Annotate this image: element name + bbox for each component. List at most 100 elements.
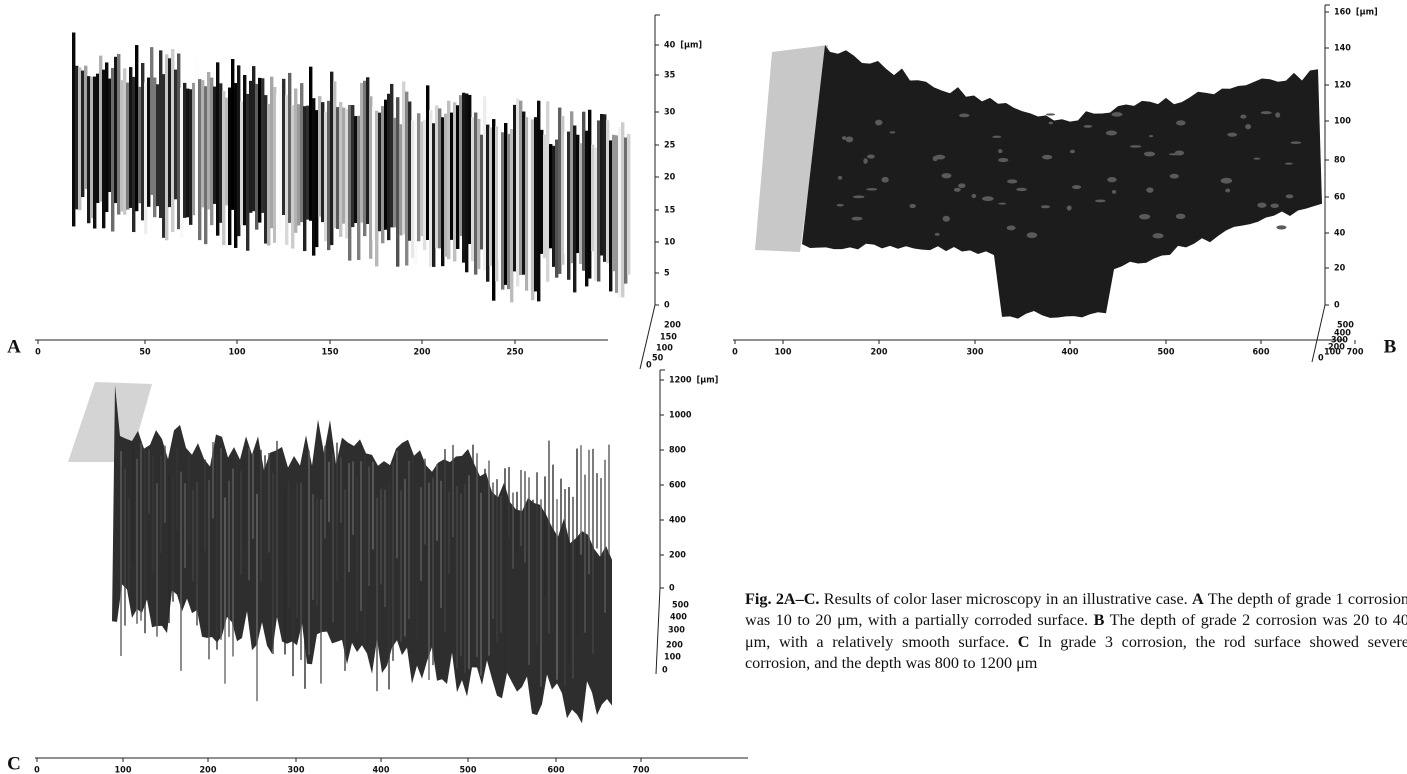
surface-strip bbox=[273, 86, 277, 243]
surface-strip bbox=[132, 443, 134, 563]
surface-strip bbox=[243, 74, 247, 226]
surface-speck bbox=[1270, 203, 1279, 209]
surface-strip bbox=[258, 77, 262, 223]
surface-speck bbox=[1174, 150, 1185, 156]
surface-strip bbox=[537, 100, 541, 302]
surface-strip bbox=[364, 456, 366, 644]
caption-text: The depth of grade 2 corrosion was 20 to… bbox=[745, 611, 1407, 651]
surface-strip bbox=[144, 82, 148, 235]
surface-strip bbox=[75, 65, 79, 210]
surface-strip bbox=[204, 86, 208, 245]
x-tick-label: 700 bbox=[1347, 348, 1364, 358]
x-tick-label: 150 bbox=[322, 348, 339, 358]
z-tick-label: 40 bbox=[664, 41, 676, 51]
surface-strip bbox=[244, 457, 246, 546]
surface-strip bbox=[366, 77, 370, 225]
depth-axis bbox=[655, 587, 661, 675]
surface-speck bbox=[1107, 176, 1117, 183]
surface-speck bbox=[1143, 151, 1156, 157]
caption-letter: C bbox=[1017, 632, 1030, 651]
surface-strip bbox=[140, 443, 142, 621]
z-tick-label: 10 bbox=[664, 238, 676, 248]
surface-strip bbox=[405, 91, 409, 266]
surface-strip bbox=[456, 486, 458, 669]
surface-strip bbox=[264, 455, 266, 614]
surface-strip bbox=[576, 134, 580, 254]
surface-strip bbox=[588, 109, 592, 279]
surface-strip bbox=[608, 444, 610, 554]
surface-strip bbox=[288, 72, 292, 223]
surface-strip bbox=[96, 73, 100, 203]
surface-speck bbox=[1006, 179, 1018, 184]
surface-strip bbox=[474, 112, 478, 275]
surface-strip bbox=[596, 473, 598, 549]
surface-strip bbox=[414, 118, 418, 265]
surface-strip bbox=[351, 105, 355, 228]
depth-tick-label: 0 bbox=[662, 666, 668, 676]
z-tick-label: 600 bbox=[669, 481, 686, 491]
surface-strip bbox=[189, 89, 193, 225]
surface-strip bbox=[348, 104, 352, 261]
surface-strip bbox=[384, 99, 388, 230]
surface-speck bbox=[1072, 185, 1082, 190]
surface-strip bbox=[324, 111, 328, 242]
surface-strip bbox=[284, 488, 286, 655]
surface-strip bbox=[402, 81, 406, 235]
z-tick-label: 0 bbox=[669, 584, 675, 594]
surface-speck bbox=[1138, 213, 1151, 220]
surface-strip bbox=[195, 59, 199, 215]
surface-strip bbox=[444, 449, 446, 633]
surface-strip bbox=[381, 106, 385, 244]
surface-speck bbox=[841, 136, 847, 140]
surface-speck bbox=[1240, 114, 1247, 119]
surface-speck bbox=[953, 187, 961, 192]
surface-strip bbox=[564, 131, 568, 255]
surface-strip bbox=[468, 475, 470, 670]
caption-text: The depth of grade 1 corrosion was 10 to… bbox=[745, 590, 1407, 630]
surface-strip bbox=[220, 448, 222, 640]
x-tick-label: 300 bbox=[967, 348, 984, 358]
surface-strip bbox=[172, 477, 174, 602]
surface-strip bbox=[432, 477, 434, 666]
surface-strip bbox=[552, 464, 554, 633]
surface-speck bbox=[845, 136, 854, 143]
z-unit: [μm] bbox=[680, 41, 702, 51]
x-tick-label: 500 bbox=[1158, 348, 1175, 358]
z-tick-label: 60 bbox=[1334, 193, 1346, 203]
surface-strip bbox=[600, 478, 602, 557]
surface-strip bbox=[196, 482, 198, 626]
surface-strip bbox=[268, 452, 270, 553]
depth-axis bbox=[1311, 304, 1326, 363]
surface-strip bbox=[544, 476, 546, 598]
z-tick-label: 80 bbox=[1334, 156, 1346, 166]
surface-speck bbox=[1026, 232, 1038, 239]
surface-strip bbox=[162, 74, 166, 238]
surface-strip bbox=[356, 477, 358, 632]
surface-strip bbox=[129, 67, 133, 208]
surface-strip bbox=[264, 95, 268, 244]
surface-strip bbox=[591, 144, 595, 252]
surface-strip bbox=[388, 482, 390, 690]
surface-strip bbox=[543, 134, 547, 259]
surface-strip bbox=[84, 65, 88, 189]
surface-strip bbox=[296, 483, 298, 619]
surface-strip bbox=[312, 494, 314, 600]
z-tick-label: 40 bbox=[1334, 229, 1346, 239]
z-tick-label: 100 bbox=[1334, 117, 1351, 127]
surface-strip bbox=[208, 479, 210, 660]
z-tick-label: 160 bbox=[1334, 8, 1351, 18]
surface-strip bbox=[315, 110, 319, 248]
surface-strip bbox=[164, 445, 166, 523]
surface-strip bbox=[249, 80, 253, 213]
surface-strip bbox=[186, 88, 190, 218]
surface-strip bbox=[276, 94, 280, 251]
surface-strip bbox=[159, 50, 163, 218]
surface-strip bbox=[510, 129, 514, 303]
surface-speck bbox=[1175, 213, 1186, 220]
caption-letter: A bbox=[1192, 590, 1204, 608]
surface-strip bbox=[150, 47, 154, 195]
surface-strip bbox=[483, 96, 487, 271]
surface-strip bbox=[555, 139, 559, 278]
surface-speck bbox=[1245, 124, 1252, 130]
